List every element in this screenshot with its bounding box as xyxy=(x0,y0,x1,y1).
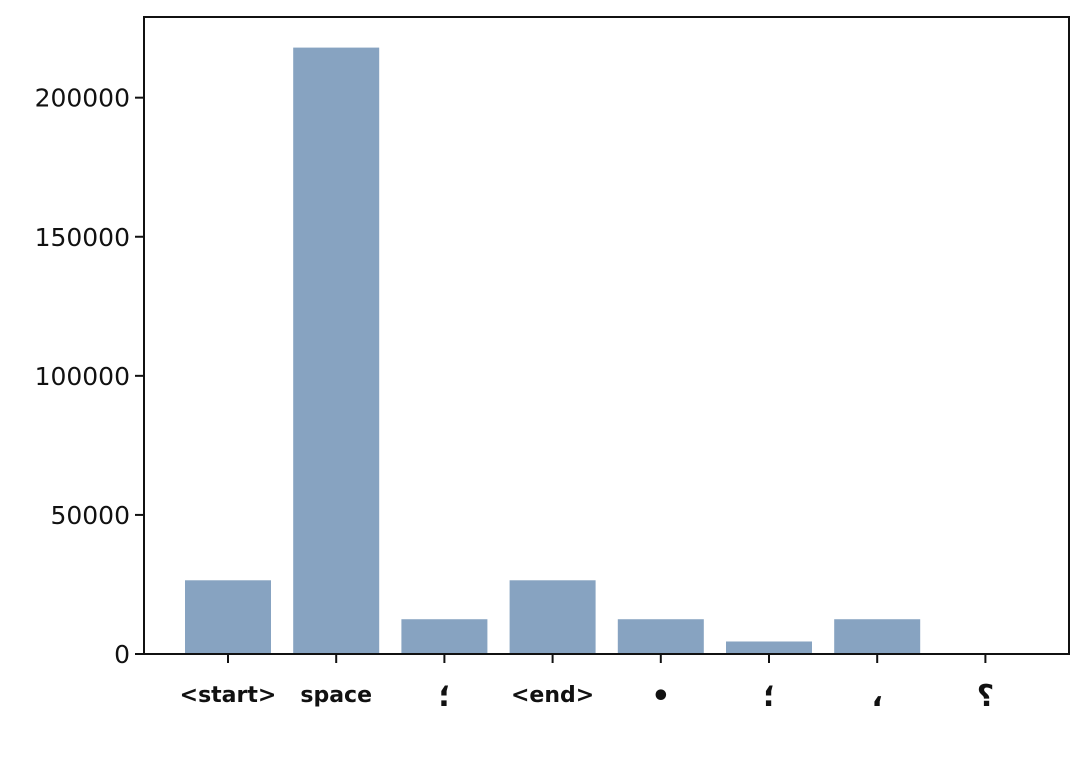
x-tick-label-3: <end> xyxy=(511,683,594,708)
y-tick-label-4: 200000 xyxy=(35,84,130,113)
bar-1 xyxy=(293,47,380,654)
x-tick-label-1: space xyxy=(300,683,372,708)
x-tick-label-6: ، xyxy=(871,679,882,714)
bar-6 xyxy=(834,619,921,654)
x-tick-label-5: ؛ xyxy=(763,679,775,714)
x-tick-label-2: ؛ xyxy=(438,679,450,714)
bar-2 xyxy=(401,619,488,654)
y-tick-label-0: 0 xyxy=(114,640,130,669)
bar-5 xyxy=(726,641,812,654)
plot-frame xyxy=(143,16,1070,655)
y-tick-label-2: 100000 xyxy=(35,362,130,391)
bar-3 xyxy=(509,580,596,654)
y-tick-label-3: 150000 xyxy=(35,223,130,252)
y-axis: 0 50000 100000 150000 200000 xyxy=(35,84,144,669)
x-axis: <start> space ؛ <end> • ؛ ، ؟ xyxy=(180,654,994,714)
x-tick-label-7: ؟ xyxy=(977,679,994,714)
y-tick-label-1: 50000 xyxy=(50,501,130,530)
bars-group xyxy=(185,47,921,654)
bar-0 xyxy=(185,580,271,654)
x-tick-label-4: • xyxy=(651,679,670,714)
x-tick-label-0: <start> xyxy=(180,683,277,708)
bar-4 xyxy=(617,619,704,654)
